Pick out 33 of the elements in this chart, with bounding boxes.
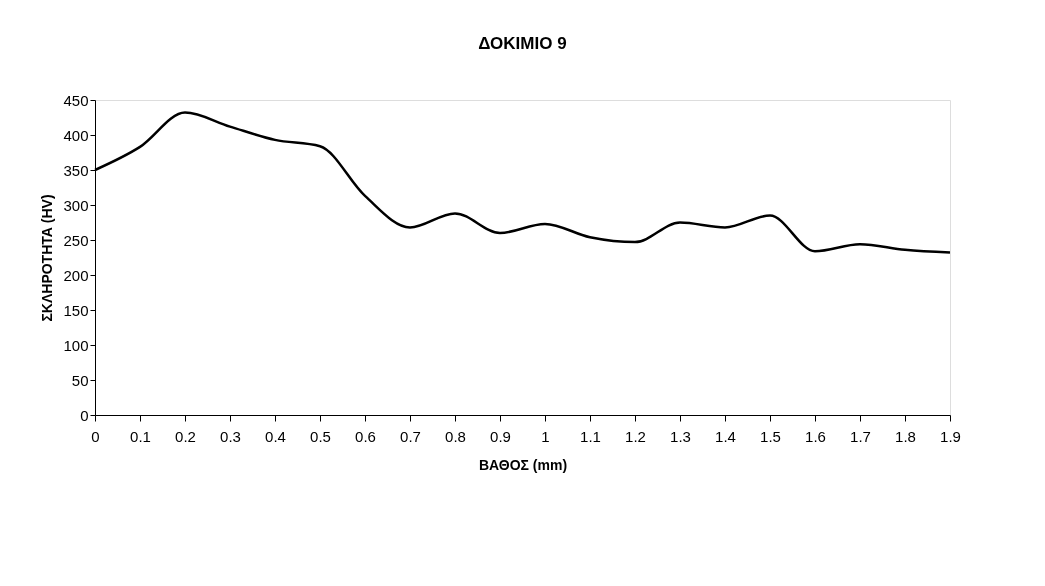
y-tick-label: 450 <box>63 91 89 109</box>
x-tick-label: 0.2 <box>175 427 196 445</box>
y-tick-label: 300 <box>63 196 89 214</box>
y-tick-label: 200 <box>63 266 89 284</box>
x-tick-label: 0.6 <box>355 427 376 445</box>
y-tick-label: 400 <box>63 126 89 144</box>
x-tick-label: 0.9 <box>490 427 511 445</box>
x-tick-label: 1.5 <box>760 427 781 445</box>
x-tick-label: 1.4 <box>715 427 736 445</box>
x-tick-label: 1.9 <box>940 427 961 445</box>
x-axis-title: ΒΑΘΟΣ (mm) <box>478 456 568 473</box>
x-tick-label: 1.7 <box>850 427 871 445</box>
y-tick-label: 350 <box>63 161 89 179</box>
x-tick-label: 0.8 <box>445 427 466 445</box>
x-tick-label: 1.3 <box>670 427 691 445</box>
y-tick-label: 0 <box>80 406 89 424</box>
x-tick-label: 1.8 <box>895 427 916 445</box>
y-tick-label: 100 <box>63 336 89 354</box>
x-tick-label: 1.6 <box>805 427 826 445</box>
x-tick-label: 1.2 <box>625 427 646 445</box>
y-axis-title: ΣΚΛΗΡΟΤΗΤΑ (HV) <box>39 194 56 322</box>
x-tick-label: 1 <box>541 427 550 445</box>
x-tick-label: 0.1 <box>130 427 151 445</box>
x-tick-label: 0.7 <box>400 427 421 445</box>
y-tick-label: 150 <box>63 301 89 319</box>
y-tick-label: 50 <box>71 371 89 389</box>
chart-title: ΔΟΚΙΜΙΟ 9 <box>478 34 567 53</box>
x-tick-label: 0 <box>91 427 100 445</box>
x-tick-label: 0.4 <box>265 427 286 445</box>
x-tick-label: 1.1 <box>580 427 601 445</box>
y-tick-label: 250 <box>63 231 89 249</box>
x-tick-label: 0.5 <box>310 427 331 445</box>
x-tick-label: 0.3 <box>220 427 241 445</box>
